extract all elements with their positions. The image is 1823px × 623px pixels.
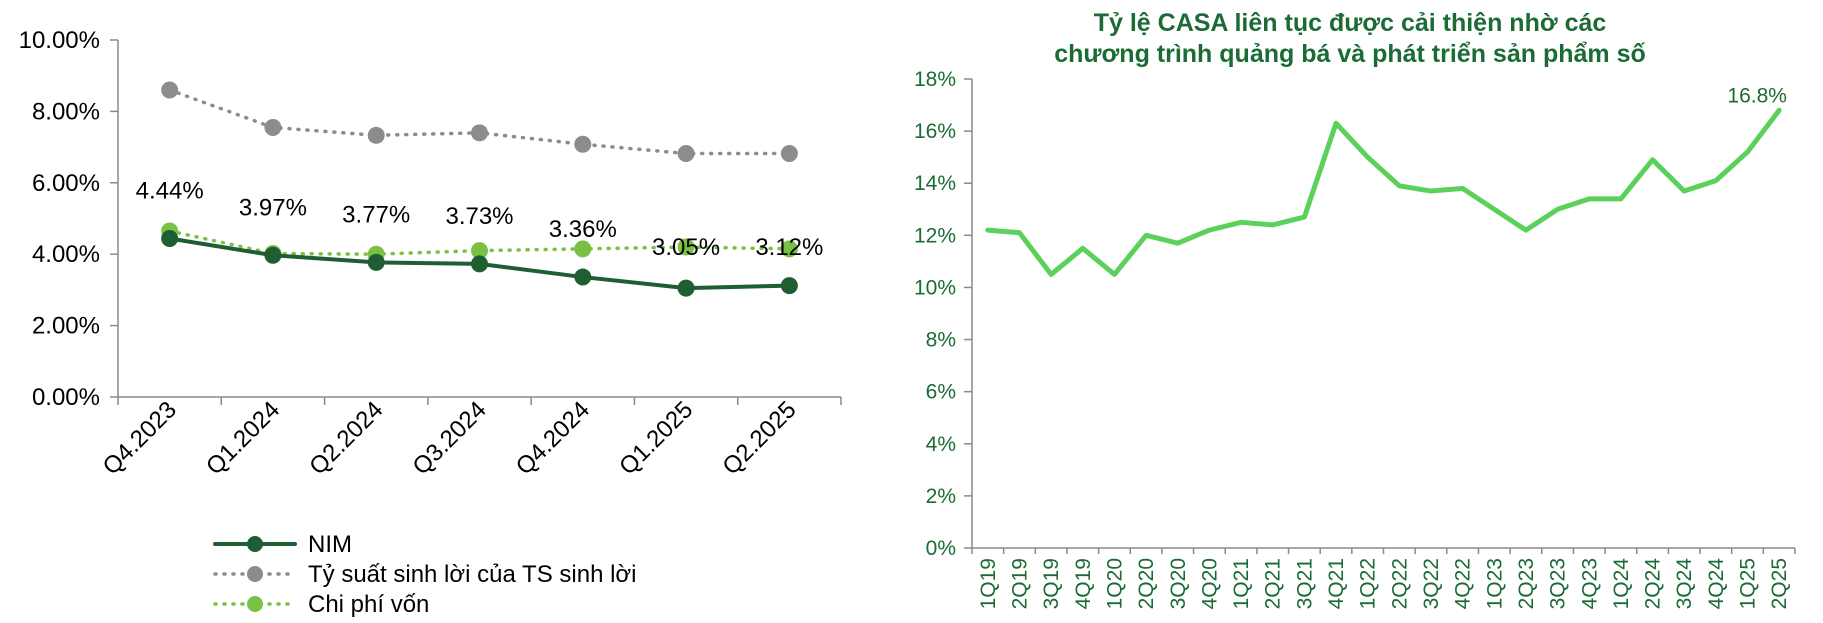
left-y-tick-label: 4.00% xyxy=(32,241,100,268)
right-x-tick-label: 2Q20 xyxy=(1135,558,1158,609)
right-x-tick-label: 3Q23 xyxy=(1547,558,1570,609)
right-x-tick-label: 1Q21 xyxy=(1230,558,1253,609)
right-x-tick-label: 1Q20 xyxy=(1103,558,1126,609)
right-y-tick-label: 10% xyxy=(914,276,956,299)
left-x-tick-label: Q1.2025 xyxy=(614,396,698,480)
left-series-point-2 xyxy=(677,238,695,256)
left-series-point-1 xyxy=(264,118,282,136)
right-x-tick-label: 1Q22 xyxy=(1357,558,1380,609)
legend-marker-0 xyxy=(247,536,263,552)
right-end-annotation: 16.8% xyxy=(1727,84,1787,107)
right-x-tick-label: 4Q20 xyxy=(1198,558,1221,609)
right-x-tick-label: 3Q24 xyxy=(1673,558,1696,610)
left-data-label: 3.36% xyxy=(549,216,617,243)
left-x-tick-label: Q3.2024 xyxy=(408,396,492,480)
right-x-tick-label: 4Q21 xyxy=(1325,558,1348,609)
left-y-tick-label: 8.00% xyxy=(32,98,100,125)
left-series-point-1 xyxy=(780,145,798,163)
right-axes xyxy=(964,78,1796,554)
left-data-label: 3.05% xyxy=(652,234,720,261)
right-x-tick-label: 2Q23 xyxy=(1515,558,1538,609)
right-x-tick-label: 1Q23 xyxy=(1483,558,1506,609)
left-series xyxy=(161,81,798,297)
right-x-tick-label: 3Q20 xyxy=(1167,558,1190,609)
left-series-point-0 xyxy=(161,229,179,247)
left-chart-nim: 0.00%2.00%4.00%6.00%8.00%10.00% Q4.2023 Q… xyxy=(19,27,842,618)
left-series-point-1 xyxy=(574,135,592,153)
right-y-tick-label: 6% xyxy=(926,381,956,404)
right-y-tick-label: 2% xyxy=(926,485,956,508)
left-y-tick-labels: 0.00% 2.00% 4.00% 6.00% 8.00% 10.00% xyxy=(19,27,100,411)
legend-marker-2 xyxy=(247,596,263,612)
left-x-tick-label: Q1.2024 xyxy=(201,396,285,480)
right-y-tick-label: 14% xyxy=(914,172,956,195)
left-x-tick-label: Q4.2023 xyxy=(98,396,182,480)
left-series-point-0 xyxy=(471,255,488,273)
legend-label-1: Tỷ suất sinh lời của TS sinh lời xyxy=(308,561,637,588)
right-x-tick-label: 2Q24 xyxy=(1642,558,1665,610)
right-chart-title-line-1: Tỷ lệ CASA liên tục được cải thiện nhờ c… xyxy=(1094,9,1607,37)
right-chart-title-line-2: chương trình quảng bá và phát triển sản … xyxy=(1054,40,1646,68)
legend-label-2: Chi phí vốn xyxy=(308,591,429,618)
left-x-tick-labels: Q4.2023 Q1.2024 Q2.2024 Q3.2024 Q4.2024 Q1.20… xyxy=(98,396,802,480)
left-data-label: 3.77% xyxy=(342,201,410,228)
left-data-labels: 4.44% 3.97% 3.77% 3.73% 3.36% 3.05% 3.12% xyxy=(136,177,824,261)
right-y-tick-label: 4% xyxy=(926,433,956,456)
left-series-point-0 xyxy=(264,246,282,264)
left-data-label: 3.97% xyxy=(239,194,307,221)
left-y-tick-label: 10.00% xyxy=(19,27,100,54)
left-x-tick-label: Q2.2025 xyxy=(717,396,801,480)
left-y-tick-label: 6.00% xyxy=(32,170,100,197)
left-data-label: 3.12% xyxy=(755,234,823,261)
left-series-point-0 xyxy=(574,268,592,286)
right-y-tick-label: 16% xyxy=(914,120,956,143)
right-x-tick-label: 3Q19 xyxy=(1040,558,1063,609)
right-x-tick-label: 3Q21 xyxy=(1293,558,1316,609)
left-series-point-0 xyxy=(780,277,798,295)
left-series-point-1 xyxy=(471,124,488,142)
legend-marker-1 xyxy=(247,566,263,582)
left-series-point-1 xyxy=(367,126,385,144)
left-x-tick-label: Q4.2024 xyxy=(511,396,595,480)
right-x-tick-label: 2Q22 xyxy=(1388,558,1411,609)
right-y-tick-label: 18% xyxy=(914,68,956,91)
right-series-line xyxy=(985,107,1782,277)
left-series-point-2 xyxy=(471,242,488,260)
right-y-tick-label: 0% xyxy=(926,537,956,560)
right-x-tick-label: 2Q19 xyxy=(1008,558,1031,609)
right-x-tick-label: 2Q21 xyxy=(1262,558,1285,609)
right-chart-casa: Tỷ lệ CASA liên tục được cải thiện nhờ c… xyxy=(914,9,1796,610)
left-series-line-1 xyxy=(167,88,792,156)
left-series-point-2 xyxy=(574,240,592,258)
legend-label-0: NIM xyxy=(308,531,352,558)
left-series-point-0 xyxy=(367,253,385,271)
right-y-tick-label: 8% xyxy=(926,329,956,352)
right-x-tick-label: 4Q19 xyxy=(1072,558,1095,609)
left-axes xyxy=(110,39,842,405)
left-legend: NIM Tỷ suất sinh lời của TS sinh lời Chi p… xyxy=(213,531,637,618)
right-x-tick-label: 2Q25 xyxy=(1768,558,1791,609)
left-data-label: 4.44% xyxy=(136,177,204,204)
right-x-tick-label: 4Q22 xyxy=(1452,558,1475,609)
right-x-tick-label: 1Q25 xyxy=(1737,558,1760,609)
left-series-point-2 xyxy=(780,240,798,258)
right-x-tick-label: 3Q22 xyxy=(1420,558,1443,609)
left-series-point-0 xyxy=(677,279,695,297)
right-series xyxy=(985,107,1782,277)
left-data-label: 3.73% xyxy=(445,203,513,230)
right-x-tick-label: 4Q23 xyxy=(1578,558,1601,609)
left-y-tick-label: 2.00% xyxy=(32,313,100,340)
right-x-tick-label: 4Q24 xyxy=(1705,558,1728,610)
right-x-tick-label: 1Q19 xyxy=(977,558,1000,609)
left-series-point-1 xyxy=(677,145,695,163)
right-y-tick-labels: 0% 2% 4% 6% 8% 10% 12% 14% 16% 18% xyxy=(914,68,956,560)
right-x-tick-label: 1Q24 xyxy=(1610,558,1633,610)
left-y-tick-label: 0.00% xyxy=(32,384,100,411)
right-y-tick-label: 12% xyxy=(914,224,956,247)
left-series-point-1 xyxy=(161,81,179,99)
left-x-tick-label: Q2.2024 xyxy=(304,396,388,480)
right-x-tick-labels: 1Q19 2Q19 3Q19 4Q19 1Q20 2Q20 3Q20 4Q20 1Q21 2Q21… xyxy=(977,558,1791,610)
